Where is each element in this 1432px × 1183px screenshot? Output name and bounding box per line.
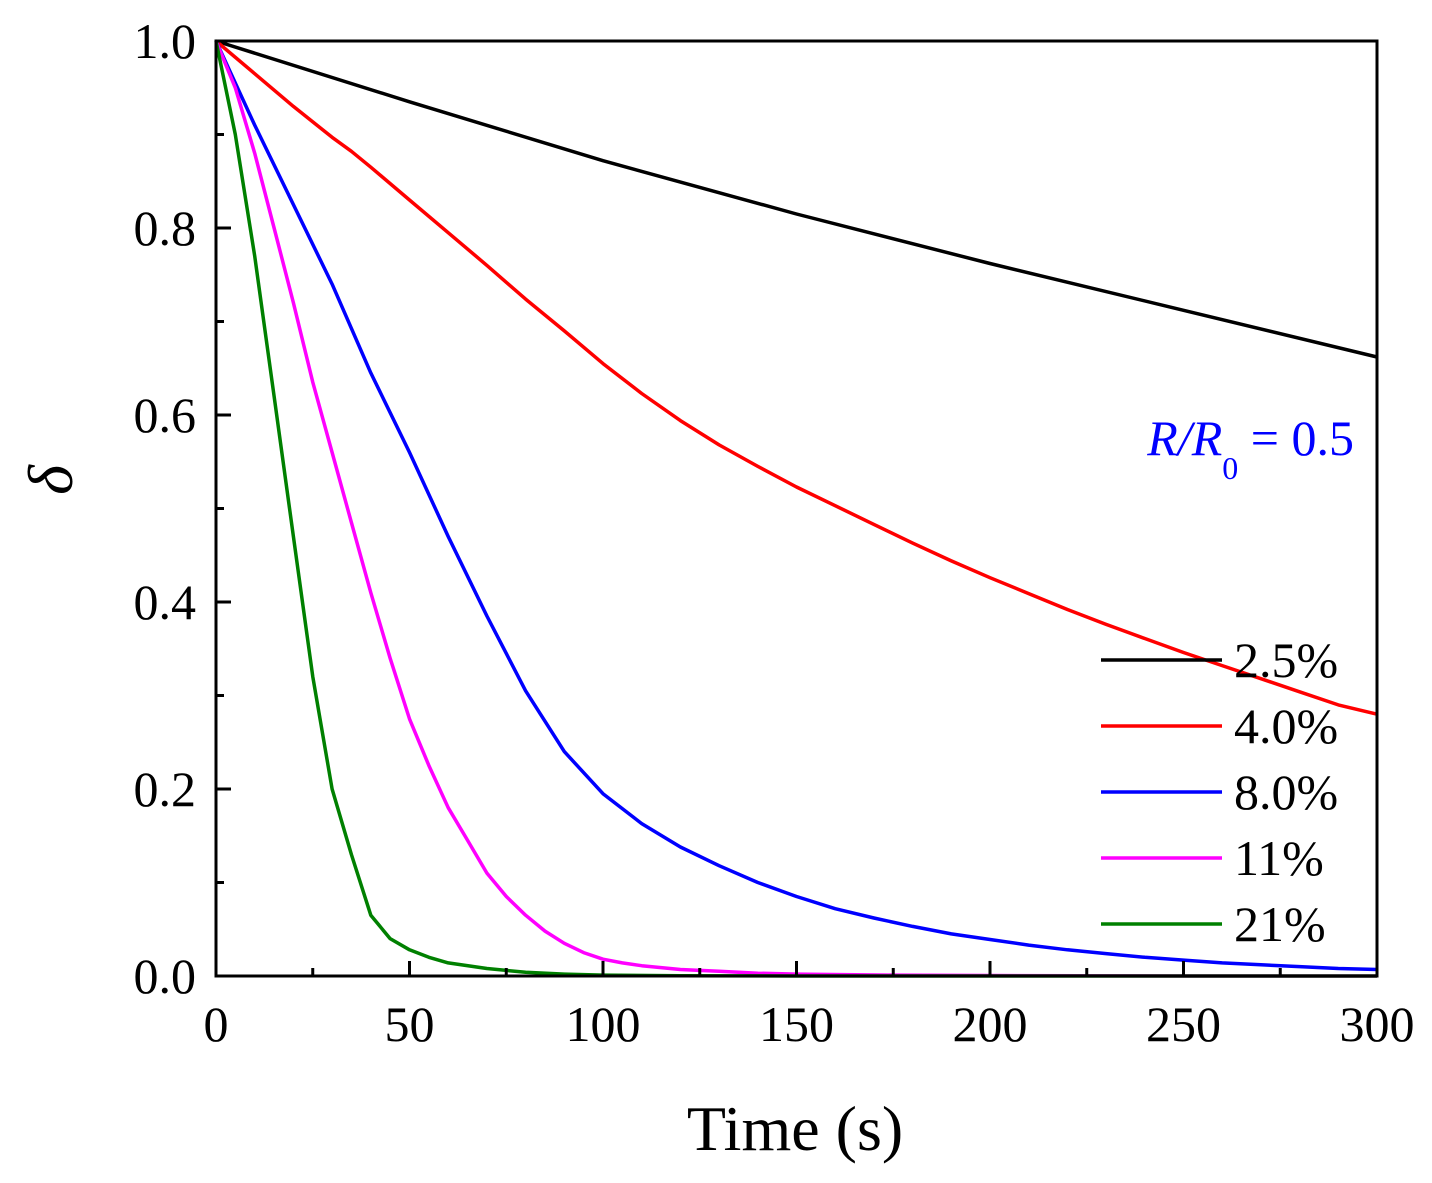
series-line-0 — [215, 39, 1378, 359]
y-tick-label: 0.2 — [134, 761, 197, 817]
series-line-2 — [214, 40, 1378, 972]
annotation-var2: R — [1191, 410, 1223, 466]
legend-label-2: 8.0% — [1234, 764, 1338, 820]
y-tick-label: 0.6 — [134, 387, 197, 443]
legend: 2.5% 4.0% 8.0% 11% 21% — [1101, 632, 1338, 952]
parameter-annotation: R/R0 = 0.5 — [1146, 410, 1354, 486]
x-tick-label: 300 — [1340, 996, 1415, 1052]
series-line-3 — [214, 40, 1377, 978]
x-tick-label: 100 — [566, 996, 641, 1052]
y-tick-label: 0.0 — [134, 948, 197, 1004]
annotation-subscript: 0 — [1222, 450, 1238, 486]
x-tick-label: 250 — [1146, 996, 1221, 1052]
plot-frame — [214, 39, 1379, 978]
y-tick-label: 1.0 — [134, 13, 197, 69]
y-axis-title: δ — [15, 464, 86, 495]
x-tick-label: 200 — [953, 996, 1028, 1052]
y-tick-label: 0.4 — [134, 574, 197, 630]
legend-label-0: 2.5% — [1234, 632, 1338, 688]
annotation-slash: / — [1175, 410, 1196, 466]
y-tick-label: 0.8 — [134, 200, 197, 256]
series-line-1 — [214, 39, 1378, 716]
legend-label-3: 11% — [1234, 830, 1324, 886]
annotation-var1: R — [1146, 410, 1178, 466]
legend-label-4: 21% — [1234, 896, 1326, 952]
series-line-4 — [214, 40, 1377, 978]
annotation-rest: = 0.5 — [1238, 410, 1354, 466]
axes-layer: 0 50 100 150 200 250 300 0.0 0.2 0.4 0.6 0.8 1.0 — [134, 13, 1415, 1052]
x-axis-title: Time (s) — [687, 1093, 903, 1164]
x-tick-label: 0 — [204, 996, 229, 1052]
legend-label-1: 4.0% — [1234, 698, 1338, 754]
x-tick-label: 50 — [385, 996, 435, 1052]
x-tick-label: 150 — [759, 996, 834, 1052]
series-layer — [214, 39, 1378, 978]
